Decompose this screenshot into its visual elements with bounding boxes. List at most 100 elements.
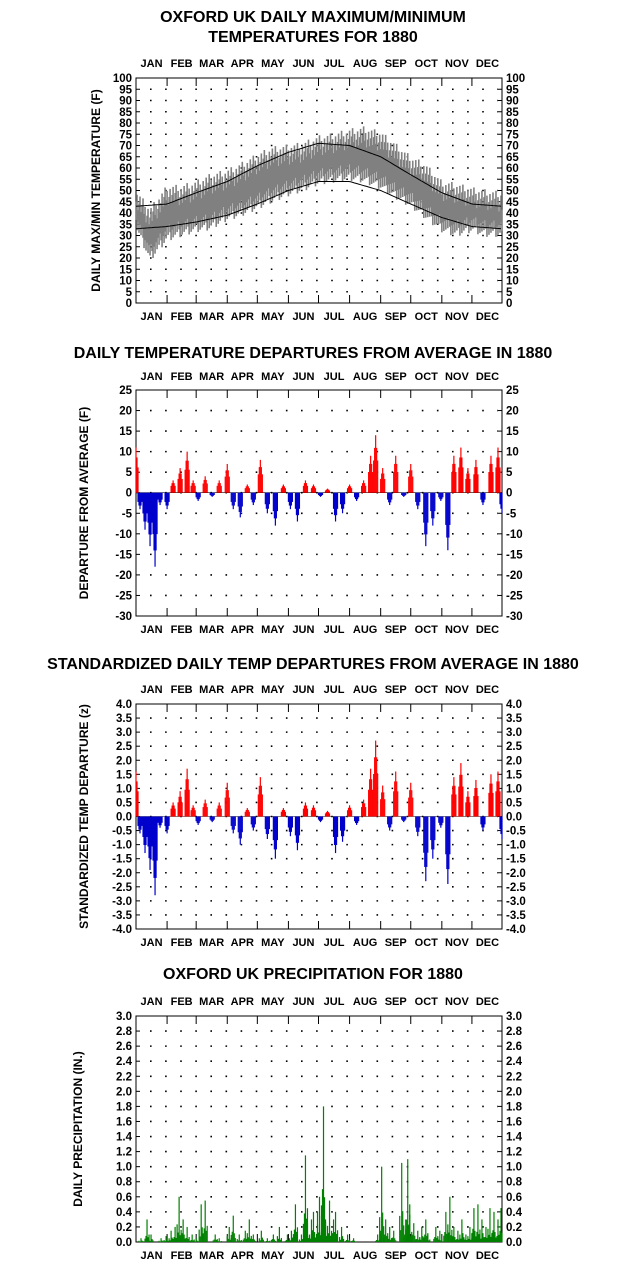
y-tick-label-left: 3.0 (116, 1011, 132, 1023)
month-label-top: MAY (261, 371, 285, 383)
y-tick-label-left: 0.6 (116, 1192, 132, 1204)
y-tick-label-left: 1.6 (116, 1116, 132, 1128)
month-label-bottom: DEC (476, 937, 499, 949)
y-tick-label-left: 0 (126, 298, 132, 310)
month-label-top: SEP (385, 58, 407, 70)
month-label-bottom: JUN (292, 311, 314, 323)
y-tick-label-right: -2.5 (506, 882, 526, 894)
month-label-top: NOV (445, 684, 470, 696)
y-tick-label-left: 80 (119, 118, 132, 130)
y-tick-label-right: 10 (506, 447, 519, 459)
month-label-bottom: FEB (171, 624, 193, 636)
y-tick-label-left: 15 (119, 426, 132, 438)
y-tick-label-right: 2.4 (506, 1056, 523, 1068)
y-tick-label-left: 70 (119, 141, 132, 153)
y-tick-label-right: -1.5 (506, 854, 526, 866)
y-tick-label-right: -15 (506, 549, 523, 561)
month-label-top: APR (231, 996, 254, 1008)
y-tick-label-left: -0.5 (112, 826, 132, 838)
y-tick-label-left: 50 (119, 186, 132, 198)
y-tick-label-left: 95 (119, 84, 132, 96)
month-label-top: MAY (261, 684, 285, 696)
y-tick-label-left: 65 (119, 152, 132, 164)
month-label-top: JUN (292, 684, 314, 696)
month-label-top: JUN (292, 371, 314, 383)
y-tick-label-right: 40 (506, 208, 519, 220)
chart-panel-departures: DAILY TEMPERATURE DEPARTURES FROM AVERAG… (74, 345, 553, 636)
month-label-bottom: JUN (292, 1250, 314, 1262)
month-label-bottom: SEP (385, 937, 407, 949)
y-tick-label-right: 2.8 (506, 1026, 523, 1038)
y-tick-label-right: 3.0 (506, 727, 522, 739)
y-tick-label-left: 10 (119, 447, 132, 459)
month-label-top: APR (231, 684, 254, 696)
y-axis-label: DAILY PRECIPITATION (IN.) (71, 1051, 85, 1207)
y-tick-label-right: 75 (506, 129, 519, 141)
chart-title: DAILY TEMPERATURE DEPARTURES FROM AVERAG… (74, 345, 553, 362)
month-label-bottom: NOV (445, 1250, 470, 1262)
y-tick-label-right: 1.2 (506, 1147, 522, 1159)
month-label-bottom: MAR (199, 311, 224, 323)
month-label-top: JAN (141, 684, 163, 696)
y-tick-label-right: 0 (506, 488, 512, 500)
month-label-bottom: AUG (353, 311, 377, 323)
y-tick-label-left: 85 (119, 107, 132, 119)
month-label-bottom: OCT (415, 624, 439, 636)
y-tick-label-right: 3.5 (506, 713, 523, 725)
y-tick-label-right: 4.0 (506, 699, 522, 711)
y-tick-label-right: 25 (506, 385, 519, 397)
y-tick-label-left: 4.0 (116, 699, 132, 711)
month-label-bottom: DEC (476, 1250, 499, 1262)
chart-title: STANDARDIZED DAILY TEMP DEPARTURES FROM … (47, 656, 579, 673)
y-axis-label: DAILY MAX/MIN TEMPERATURE (F) (89, 89, 103, 291)
month-label-top: JUL (324, 996, 345, 1008)
month-label-top: AUG (353, 58, 377, 70)
y-tick-label-right: -4.0 (506, 924, 526, 936)
month-label-bottom: OCT (415, 311, 439, 323)
y-tick-label-right: 20 (506, 406, 519, 418)
y-tick-label-left: 5 (126, 287, 133, 299)
month-label-bottom: JAN (141, 624, 163, 636)
y-tick-label-right: 0 (506, 298, 512, 310)
chart-title: OXFORD UK PRECIPITATION FOR 1880 (163, 966, 463, 983)
y-tick-label-right: 15 (506, 264, 519, 276)
y-axis-label: STANDARDIZED TEMP DEPARTURE (z) (77, 704, 91, 929)
chart-title: OXFORD UK DAILY MAXIMUM/MINIMUM (160, 9, 466, 26)
y-tick-label-right: 0.2 (506, 1222, 522, 1234)
month-label-top: DEC (476, 684, 499, 696)
y-tick-label-right: -10 (506, 529, 523, 541)
y-tick-label-left: 20 (119, 253, 132, 265)
month-label-top: OCT (415, 371, 439, 383)
y-tick-label-left: 2.6 (116, 1041, 132, 1053)
y-tick-label-right: 0.4 (506, 1207, 523, 1219)
month-label-top: JUL (324, 371, 345, 383)
month-label-top: MAR (199, 371, 224, 383)
month-label-bottom: JUN (292, 624, 314, 636)
y-tick-label-right: 0.8 (506, 1177, 523, 1189)
month-label-bottom: FEB (171, 1250, 193, 1262)
month-label-bottom: JUN (292, 937, 314, 949)
y-tick-label-right: 80 (506, 118, 519, 130)
month-label-top: FEB (171, 58, 193, 70)
y-tick-label-left: -1.0 (112, 840, 132, 852)
y-tick-label-left: -1.5 (112, 854, 132, 866)
y-tick-label-left: 1.0 (116, 783, 132, 795)
y-tick-label-left: -10 (115, 529, 132, 541)
month-label-top: NOV (445, 58, 470, 70)
month-label-top: JAN (141, 996, 163, 1008)
y-tick-label-right: -5 (506, 508, 517, 520)
y-tick-label-left: -25 (115, 590, 132, 602)
y-tick-label-left: -4.0 (112, 924, 132, 936)
y-tick-label-right: -20 (506, 570, 523, 582)
y-tick-label-left: -2.5 (112, 882, 132, 894)
y-tick-label-right: 65 (506, 152, 519, 164)
y-tick-label-right: 35 (506, 219, 519, 231)
month-label-bottom: MAY (261, 624, 285, 636)
y-tick-label-left: 0.0 (116, 1237, 132, 1249)
month-label-bottom: OCT (415, 1250, 439, 1262)
y-tick-label-right: 3.0 (506, 1011, 522, 1023)
month-label-top: SEP (385, 684, 407, 696)
month-label-bottom: AUG (353, 1250, 377, 1262)
y-tick-label-right: 5 (506, 287, 513, 299)
